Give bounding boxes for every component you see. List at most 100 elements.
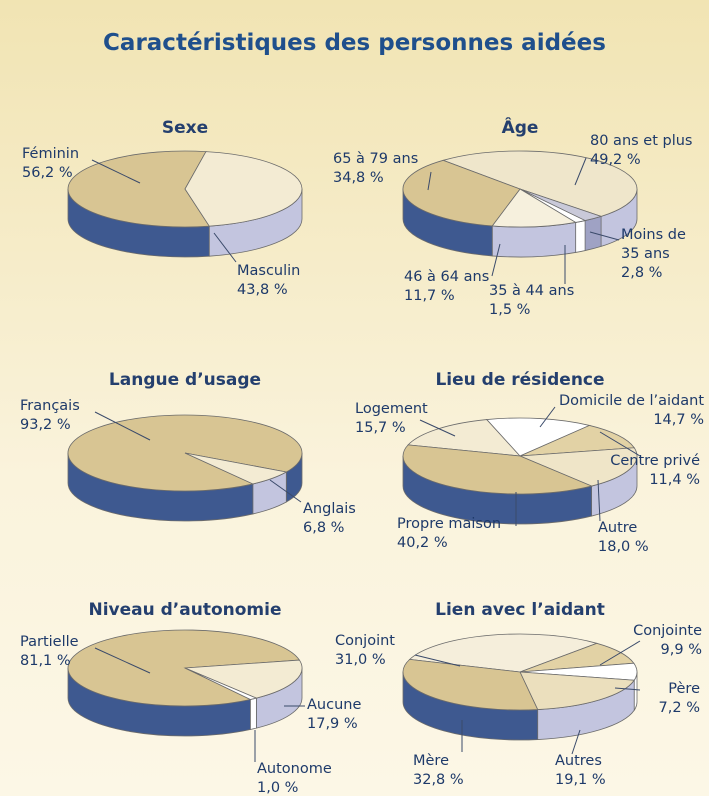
value-label: 17,9 %: [307, 716, 358, 732]
slice-label: Partielle 81,1 %: [20, 633, 110, 671]
chart-title: Sexe: [161, 118, 209, 138]
slice-label: Propre maison 40,2 %: [397, 515, 517, 553]
leader-line: [94, 411, 151, 441]
category-label: Père: [668, 681, 700, 697]
category-label: Domicile de l’aidant: [559, 393, 704, 409]
chart-title: Lien avec l’aidant: [435, 600, 605, 620]
leader-line: [414, 654, 461, 667]
slice-label: Féminin 56,2 %: [22, 145, 112, 183]
category-label: Anglais: [303, 501, 356, 517]
pie-slice: [519, 447, 638, 487]
chart-title: Lieu de résidence: [435, 370, 605, 390]
slice-label: 65 à 79 ans 34,8 %: [333, 150, 433, 188]
value-label: 93,2 %: [20, 417, 71, 433]
slice-label: Français 93,2 %: [20, 397, 110, 435]
value-label: 32,8 %: [413, 772, 464, 788]
value-label: 18,0 %: [598, 539, 649, 555]
slice-label: Aucune 17,9 %: [307, 696, 397, 734]
category-label: Autres: [555, 753, 602, 769]
value-label: 15,7 %: [355, 420, 406, 436]
category-label: Centre privé: [610, 453, 700, 469]
slice-label: Moins de 35 ans 2,8 %: [621, 226, 701, 283]
pie-slice: [67, 629, 301, 707]
pie-slice: [519, 671, 635, 710]
slice-label: Domicile de l’aidant 14,7 %: [495, 392, 704, 430]
category-label: Féminin: [22, 146, 80, 162]
category-label: 65 à 79 ans: [333, 151, 419, 167]
slice-label: 80 ans et plus 49,2 %: [590, 132, 709, 170]
value-label: 31,0 %: [335, 652, 386, 668]
value-label: 1,0 %: [257, 780, 299, 796]
leader-line: [614, 687, 641, 691]
leader-line: [427, 171, 432, 191]
pie-slice: [184, 659, 303, 699]
slice-label: Conjointe 9,9 %: [602, 622, 702, 660]
slice-label: 35 à 44 ans 1,5 %: [489, 282, 589, 320]
slice-label: Anglais 6,8 %: [303, 500, 393, 538]
leader-line: [571, 729, 581, 755]
category-label: 46 à 64 ans: [404, 269, 490, 285]
pie-slice: [485, 417, 591, 457]
chart-title: Langue d’usage: [108, 370, 262, 390]
category-label: Logement: [355, 401, 428, 417]
leader-line: [213, 232, 237, 263]
value-label: 9,9 %: [660, 642, 702, 658]
slice-label: Autonome 1,0 %: [257, 760, 347, 798]
category-label: Partielle: [20, 634, 79, 650]
pie-slice: [402, 159, 521, 227]
pie-slice: [184, 151, 303, 227]
value-label: 81,1 %: [20, 653, 71, 669]
category-label: 80 ans et plus: [590, 133, 693, 149]
leader-line: [597, 479, 601, 522]
slice-label: Centre privé 11,4 %: [610, 452, 700, 490]
slice-label: Père 7,2 %: [610, 680, 700, 718]
pie-slice: [408, 633, 599, 673]
pie-slice: [67, 150, 211, 228]
chart-title: Niveau d’autonomie: [88, 600, 282, 620]
leader-line: [539, 406, 556, 428]
value-label: 56,2 %: [22, 165, 73, 181]
value-label: 14,7 %: [653, 412, 704, 428]
pie-side: [575, 220, 586, 253]
value-label: 34,8 %: [333, 170, 384, 186]
leader-line: [91, 159, 141, 184]
category-label: Autre: [598, 520, 638, 536]
pie-side: [491, 221, 577, 258]
category-label: Propre maison: [397, 516, 502, 532]
leader-line: [419, 419, 456, 437]
value-label: 7,2 %: [658, 700, 700, 716]
value-label: 6,8 %: [303, 520, 345, 536]
slice-label: Autres 19,1 %: [555, 752, 645, 790]
slice-label: Conjoint 31,0 %: [335, 632, 425, 670]
pie-slice: [184, 667, 258, 700]
slice-label: Mère 32,8 %: [413, 752, 473, 790]
category-label: Moins de 35 ans: [621, 227, 686, 262]
category-label: Aucune: [307, 697, 362, 713]
value-label: 43,8 %: [237, 282, 288, 298]
category-label: Français: [20, 398, 80, 414]
category-label: Conjoint: [335, 633, 395, 649]
value-label: 11,4 %: [649, 472, 700, 488]
category-label: Masculin: [237, 263, 301, 279]
pie-slice: [402, 444, 593, 495]
leader-line: [269, 479, 302, 503]
chart-title: Âge: [501, 118, 539, 138]
value-label: 19,1 %: [555, 772, 606, 788]
main-title: Caractéristiques des personnes aidées: [103, 30, 606, 56]
slice-label: Logement 15,7 %: [355, 400, 455, 438]
pie-slice: [184, 452, 288, 485]
category-label: 35 à 44 ans: [489, 283, 575, 299]
value-label: 49,2 %: [590, 152, 641, 168]
category-label: Conjointe: [633, 623, 702, 639]
leader-line: [491, 243, 501, 277]
pie-slice: [519, 642, 635, 673]
leader-line: [589, 231, 620, 241]
value-label: 40,2 %: [397, 535, 448, 551]
leader-line: [574, 157, 587, 186]
leader-line: [599, 431, 641, 457]
pie-slice: [402, 658, 539, 711]
slice-label: Masculin 43,8 %: [237, 262, 327, 300]
leader-line: [599, 640, 641, 666]
